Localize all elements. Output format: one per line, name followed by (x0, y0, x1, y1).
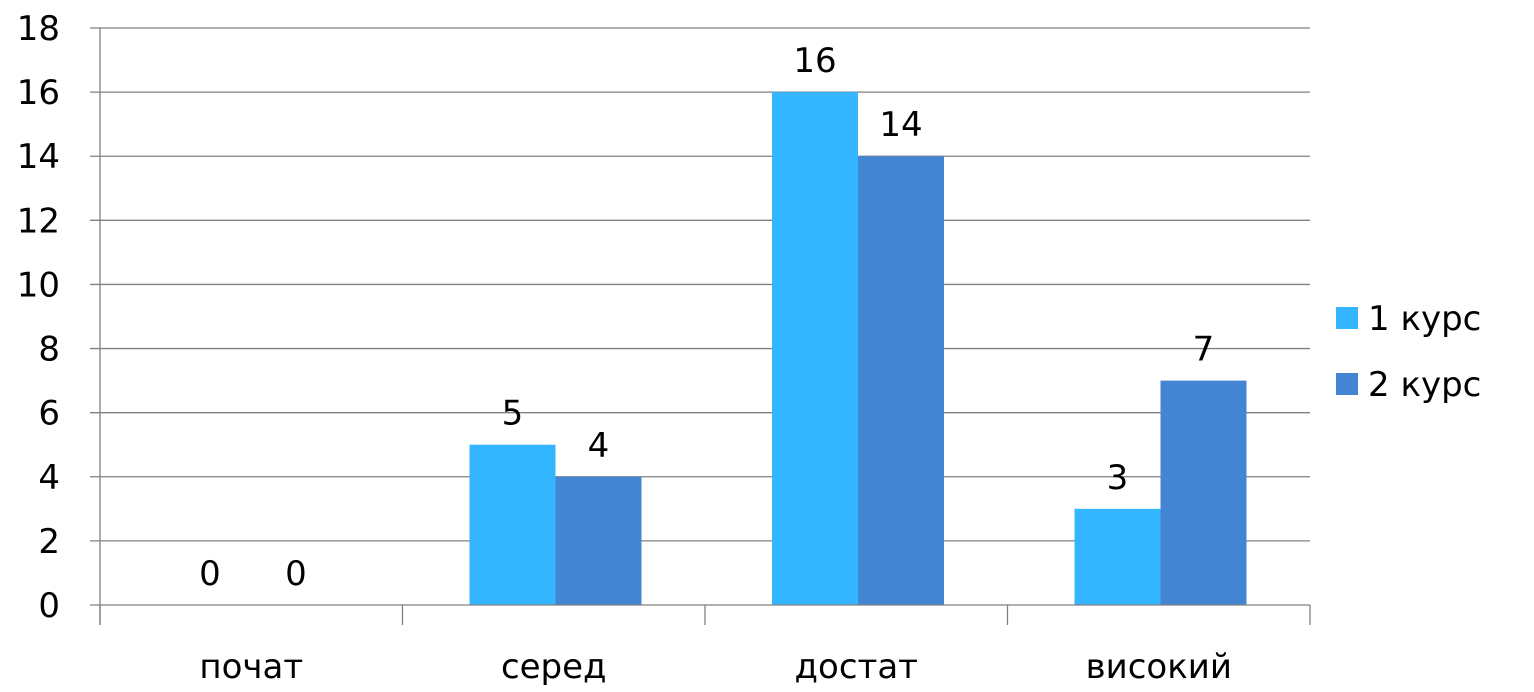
data-label: 14 (879, 105, 922, 145)
legend-swatch (1336, 307, 1358, 329)
x-category-label: високий (1086, 647, 1232, 687)
data-label: 16 (793, 41, 836, 81)
data-label: 3 (1107, 458, 1129, 498)
data-label: 4 (588, 426, 610, 466)
gridlines (90, 27, 1310, 542)
legend-swatch (1336, 373, 1358, 395)
x-category-label: достат (795, 647, 918, 687)
axes (90, 28, 1311, 625)
y-tick-label: 16 (17, 73, 60, 113)
x-category-label: почат (199, 647, 303, 687)
bar (1160, 380, 1247, 605)
y-tick-label: 2 (38, 522, 60, 562)
bar (772, 92, 858, 606)
y-tick-label: 18 (17, 9, 60, 49)
bar (1074, 508, 1161, 605)
bar (858, 156, 944, 605)
bar (469, 444, 556, 605)
y-tick-label: 0 (38, 586, 60, 626)
data-label: 0 (285, 554, 307, 594)
legend-label: 2 курс (1368, 365, 1481, 405)
data-label: 5 (502, 394, 524, 434)
y-tick-label: 6 (38, 394, 60, 434)
legend-label: 1 курс (1368, 299, 1481, 339)
bar (555, 476, 642, 605)
y-tick-label: 10 (17, 265, 60, 305)
labels: 0 2 4 6 8 10 12 14 16 18 0 5 16 3 0 4 14 7 почат серед доста… (17, 9, 1232, 687)
y-tick-label: 8 (38, 330, 60, 370)
y-tick-label: 14 (17, 137, 60, 177)
legend: 1 курс 2 курс (1336, 299, 1481, 405)
x-category-label: серед (501, 647, 607, 687)
data-label: 7 (1193, 330, 1215, 370)
y-tick-label: 4 (38, 458, 60, 498)
bars (469, 92, 1247, 606)
y-tick-label: 12 (17, 201, 60, 241)
data-label: 0 (199, 554, 221, 594)
